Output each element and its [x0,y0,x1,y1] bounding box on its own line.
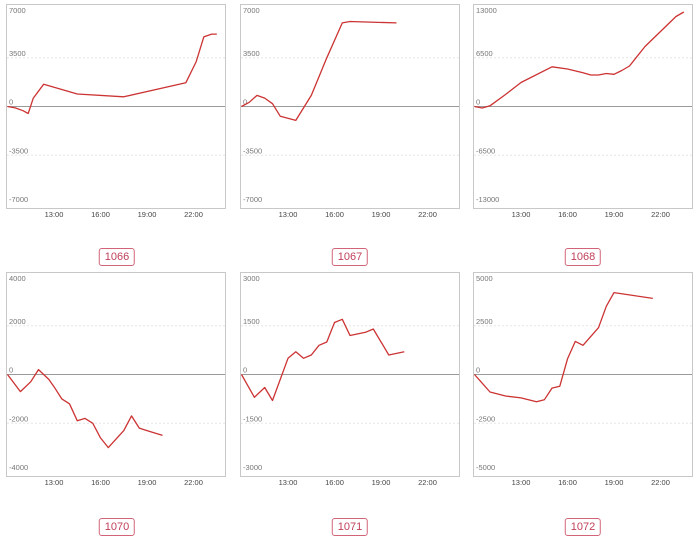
y-tick-label: -7000 [9,195,28,204]
y-tick-label: 3500 [9,49,26,58]
line-chart: 13000 6500 0 -6500 -13000 13:00 16:00 19:00 22:0… [473,4,693,219]
chart-frame [473,4,693,209]
chart-id-badge[interactable]: 1072 [564,518,602,536]
y-tick-label: 0 [9,98,13,107]
series-line [6,368,163,449]
chart-panel-1068: 13000 6500 0 -6500 -13000 13:00 16:00 19:00 22:0… [473,4,693,221]
line-chart: 5000 2500 0 -2500 -5000 13:00 16:00 19:00 22:00 [473,272,693,487]
x-tick-label: 13:00 [279,210,298,219]
y-tick-label: -4000 [9,463,28,472]
y-tick-label: 7000 [243,6,260,15]
x-tick-label: 19:00 [605,210,624,219]
x-tick-label: 19:00 [138,478,157,487]
y-tick-label: -2000 [9,414,28,423]
chart-id-badge[interactable]: 1067 [331,248,369,266]
x-tick-label: 19:00 [605,478,624,487]
chart-panel-1067: 7000 3500 0 -3500 -7000 13:00 16:00 19:00 22:00 [240,4,460,221]
chart-id-badge[interactable]: 1068 [564,248,602,266]
x-tick-label: 19:00 [138,210,157,219]
y-tick-label: 1500 [243,317,260,326]
x-tick-label: 13:00 [279,478,298,487]
y-tick-label: 0 [243,98,247,107]
chart-panel-1072: 5000 2500 0 -2500 -5000 13:00 16:00 19:00 22:00 [473,272,693,489]
line-chart: 7000 3500 0 -3500 -7000 13:00 16:00 19:00 22:00 [240,4,460,219]
x-tick-label: 16:00 [558,478,577,487]
x-tick-label: 13:00 [45,478,64,487]
chart-panel-1066: 7000 3500 0 -3500 -7000 13:00 16:00 19:00 22:00 [6,4,226,221]
x-tick-label: 22:00 [418,478,437,487]
series-line [7,33,217,115]
x-tick-label: 22:00 [651,210,670,219]
line-chart: 7000 3500 0 -3500 -7000 13:00 16:00 19:00 22:00 [6,4,226,219]
chart-frame [240,4,460,209]
chart-frame [473,272,693,477]
x-tick-label: 22:00 [418,210,437,219]
series-line [241,20,397,122]
line-chart: 3000 1500 0 -1500 -3000 13:00 16:00 19:00 22:00 [240,272,460,487]
chart-frame [6,272,226,477]
x-tick-label: 16:00 [325,478,344,487]
y-tick-label: 4000 [9,274,26,283]
y-tick-label: 7000 [9,6,26,15]
x-tick-label: 22:00 [651,478,670,487]
series-line [474,11,685,109]
y-tick-label: -3500 [243,146,262,155]
x-tick-label: 16:00 [558,210,577,219]
y-tick-label: -1500 [243,414,262,423]
y-tick-label: 3500 [243,49,260,58]
chart-id-badge[interactable]: 1070 [98,518,136,536]
y-tick-label: -2500 [476,414,495,423]
chart-panel-1070: 4000 2000 0 -2000 -4000 13:00 16:00 19:00 22:00 [6,272,226,489]
chart-id-badge[interactable]: 1066 [98,248,136,266]
y-tick-label: 0 [476,98,480,107]
chart-frame [240,272,460,477]
x-tick-label: 16:00 [91,478,110,487]
y-tick-label: -13000 [476,195,499,204]
x-tick-label: 22:00 [184,478,203,487]
chart-frame [6,4,226,209]
y-tick-label: -3500 [9,146,28,155]
y-tick-label: -5000 [476,463,495,472]
series-line [240,318,405,402]
x-tick-label: 19:00 [372,210,391,219]
x-tick-label: 16:00 [91,210,110,219]
y-tick-label: 0 [476,366,480,375]
y-tick-label: 0 [9,366,13,375]
x-tick-label: 22:00 [184,210,203,219]
y-tick-label: 3000 [243,274,260,283]
series-line [474,291,653,403]
y-tick-label: 2000 [9,317,26,326]
y-tick-label: -3000 [243,463,262,472]
y-tick-label: -6500 [476,146,495,155]
x-tick-label: 13:00 [45,210,64,219]
y-tick-label: 2500 [476,317,493,326]
y-tick-label: 5000 [476,274,493,283]
x-tick-label: 13:00 [512,210,531,219]
y-tick-label: 6500 [476,49,493,58]
line-chart: 4000 2000 0 -2000 -4000 13:00 16:00 19:00 22:00 [6,272,226,487]
y-tick-label: 13000 [476,6,497,15]
x-tick-label: 19:00 [372,478,391,487]
x-tick-label: 13:00 [512,478,531,487]
y-tick-label: 0 [243,366,247,375]
chart-id-badge[interactable]: 1071 [331,518,369,536]
x-tick-label: 16:00 [325,210,344,219]
y-tick-label: -7000 [243,195,262,204]
chart-panel-1071: 3000 1500 0 -1500 -3000 13:00 16:00 19:00 22:00 [240,272,460,489]
